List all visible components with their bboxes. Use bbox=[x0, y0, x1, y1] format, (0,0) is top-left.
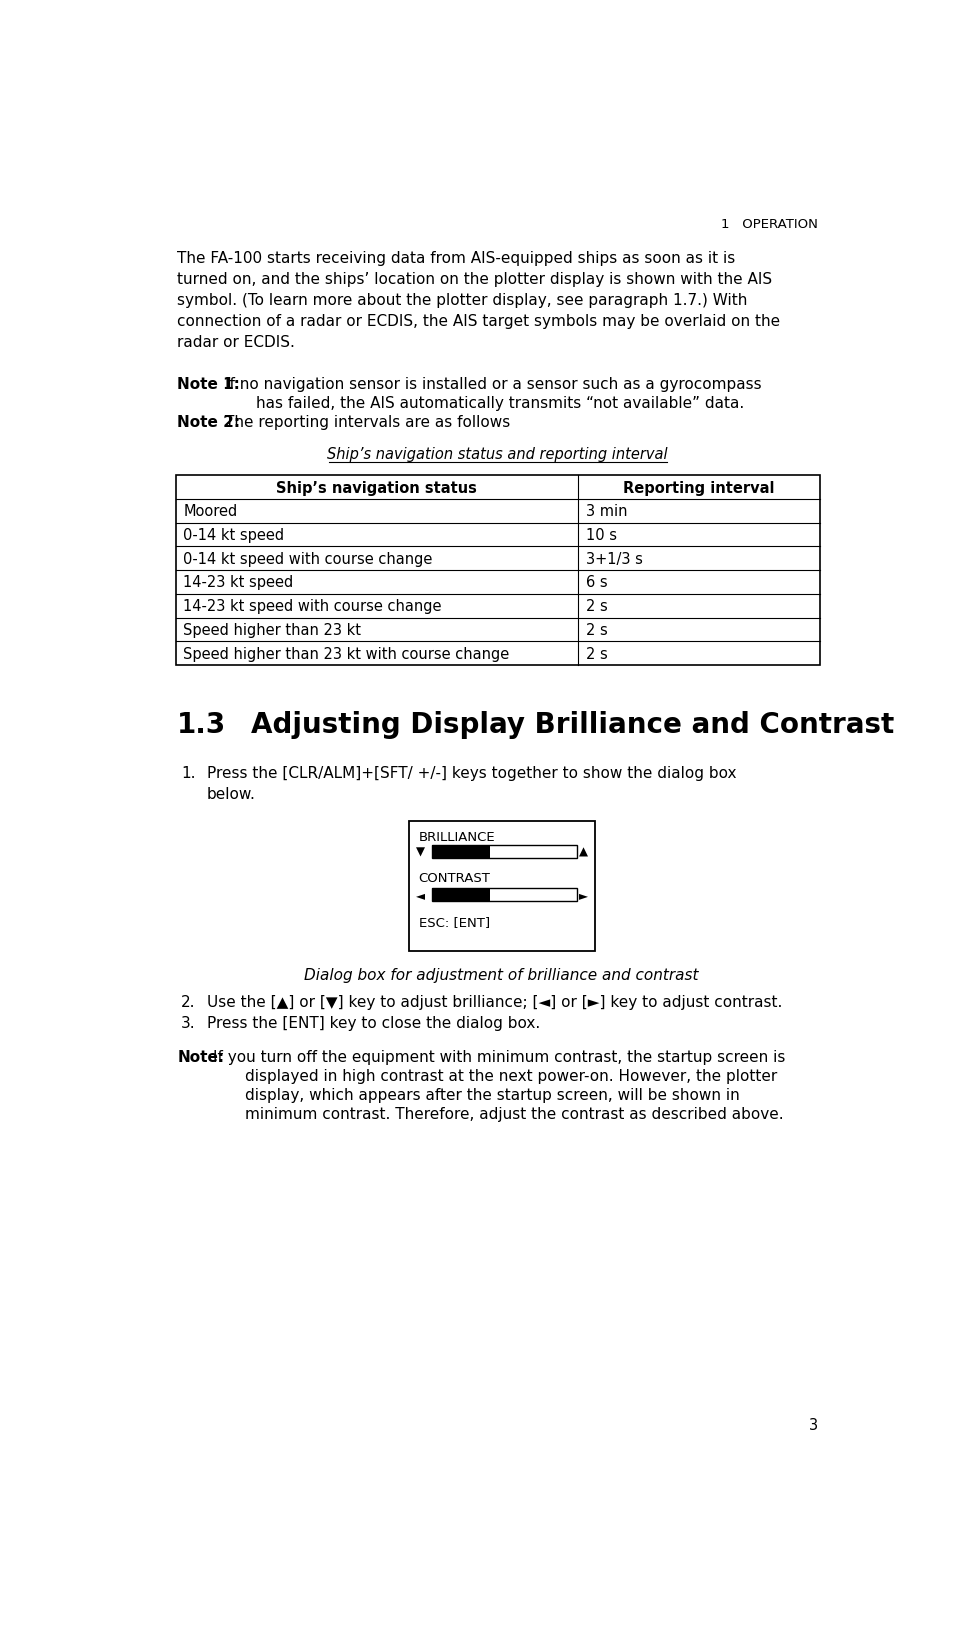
Text: symbol. (To learn more about the plotter display, see paragraph 1.7.) With: symbol. (To learn more about the plotter… bbox=[177, 292, 748, 308]
Text: displayed in high contrast at the next power-on. However, the plotter: displayed in high contrast at the next p… bbox=[246, 1069, 778, 1084]
Text: Reporting interval: Reporting interval bbox=[623, 480, 775, 494]
Text: 1   OPERATION: 1 OPERATION bbox=[721, 217, 819, 230]
Text: ESC: [ENT]: ESC: [ENT] bbox=[419, 916, 489, 929]
Text: 14-23 kt speed with course change: 14-23 kt speed with course change bbox=[184, 599, 442, 614]
Text: 3.: 3. bbox=[181, 1015, 196, 1030]
Text: ▼: ▼ bbox=[416, 845, 424, 858]
Text: Press the [ENT] key to close the dialog box.: Press the [ENT] key to close the dialog … bbox=[207, 1015, 540, 1030]
Text: The reporting intervals are as follows: The reporting intervals are as follows bbox=[225, 415, 511, 429]
Bar bbox=[432, 888, 578, 901]
Text: Press the [CLR/ALM]+[SFT/ +/-] keys together to show the dialog box: Press the [CLR/ALM]+[SFT/ +/-] keys toge… bbox=[207, 765, 736, 780]
Text: Note:: Note: bbox=[177, 1049, 224, 1064]
Text: CONTRAST: CONTRAST bbox=[419, 871, 490, 885]
Text: 2 s: 2 s bbox=[586, 599, 608, 614]
Text: display, which appears after the startup screen, will be shown in: display, which appears after the startup… bbox=[246, 1087, 740, 1102]
Text: 10 s: 10 s bbox=[586, 527, 617, 543]
Text: connection of a radar or ECDIS, the AIS target symbols may be overlaid on the: connection of a radar or ECDIS, the AIS … bbox=[177, 313, 781, 328]
Text: 1.3: 1.3 bbox=[177, 710, 226, 738]
Text: Speed higher than 23 kt: Speed higher than 23 kt bbox=[184, 622, 361, 638]
Bar bbox=[432, 845, 490, 858]
Text: 14-23 kt speed: 14-23 kt speed bbox=[184, 574, 293, 591]
Text: ◄: ◄ bbox=[416, 888, 424, 901]
Text: 0-14 kt speed with course change: 0-14 kt speed with course change bbox=[184, 552, 433, 566]
Text: ▲: ▲ bbox=[579, 845, 587, 858]
Text: The FA-100 starts receiving data from AIS-equipped ships as soon as it is: The FA-100 starts receiving data from AI… bbox=[177, 251, 735, 266]
Text: below.: below. bbox=[207, 787, 255, 801]
Text: 3+1/3 s: 3+1/3 s bbox=[586, 552, 643, 566]
Text: 3: 3 bbox=[809, 1418, 819, 1433]
Text: If you turn off the equipment with minimum contrast, the startup screen is: If you turn off the equipment with minim… bbox=[213, 1049, 786, 1064]
Bar bbox=[409, 821, 594, 951]
Text: Use the [▲] or [▼] key to adjust brilliance; [◄] or [►] key to adjust contrast.: Use the [▲] or [▼] key to adjust brillia… bbox=[207, 994, 782, 1009]
Bar bbox=[176, 477, 820, 666]
Text: 3 min: 3 min bbox=[586, 504, 627, 519]
Text: minimum contrast. Therefore, adjust the contrast as described above.: minimum contrast. Therefore, adjust the … bbox=[246, 1106, 784, 1121]
Text: 0-14 kt speed: 0-14 kt speed bbox=[184, 527, 285, 543]
Text: Note 2:: Note 2: bbox=[177, 415, 240, 429]
Text: Note 1:: Note 1: bbox=[177, 377, 240, 392]
Text: Speed higher than 23 kt with course change: Speed higher than 23 kt with course chan… bbox=[184, 646, 510, 661]
Bar bbox=[432, 845, 578, 858]
Text: If no navigation sensor is installed or a sensor such as a gyrocompass: If no navigation sensor is installed or … bbox=[225, 377, 762, 392]
Text: 2.: 2. bbox=[181, 994, 195, 1009]
Bar bbox=[432, 888, 490, 901]
Text: 1.: 1. bbox=[181, 765, 195, 780]
Text: has failed, the AIS automatically transmits “not available” data.: has failed, the AIS automatically transm… bbox=[256, 395, 745, 411]
Text: turned on, and the ships’ location on the plotter display is shown with the AIS: turned on, and the ships’ location on th… bbox=[177, 273, 772, 287]
Text: radar or ECDIS.: radar or ECDIS. bbox=[177, 335, 295, 349]
Text: ►: ► bbox=[579, 888, 587, 901]
Text: Ship’s navigation status and reporting interval: Ship’s navigation status and reporting i… bbox=[327, 447, 668, 462]
Text: Moored: Moored bbox=[184, 504, 238, 519]
Text: Dialog box for adjustment of brilliance and contrast: Dialog box for adjustment of brilliance … bbox=[304, 968, 699, 982]
Text: Adjusting Display Brilliance and Contrast: Adjusting Display Brilliance and Contras… bbox=[251, 710, 894, 738]
Text: 2 s: 2 s bbox=[586, 622, 608, 638]
Text: 2 s: 2 s bbox=[586, 646, 608, 661]
Text: 6 s: 6 s bbox=[586, 574, 608, 591]
Text: Ship’s navigation status: Ship’s navigation status bbox=[277, 480, 478, 494]
Text: BRILLIANCE: BRILLIANCE bbox=[419, 831, 495, 844]
